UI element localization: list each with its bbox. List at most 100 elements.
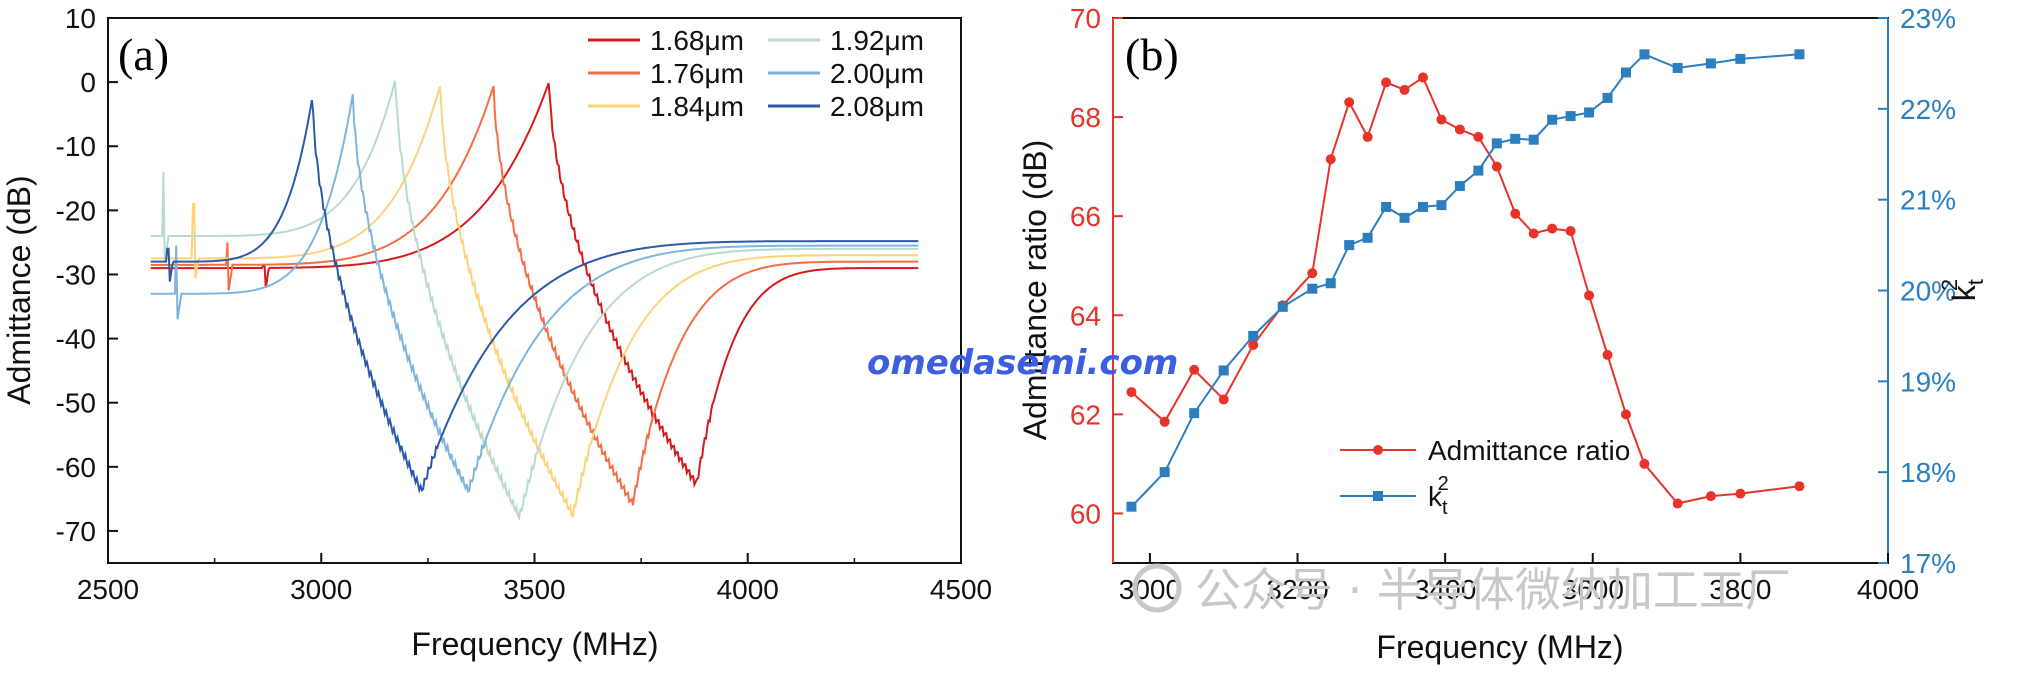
b-point-1-10 — [1381, 201, 1392, 212]
b-y2tick-label: 17% — [1900, 548, 1956, 579]
y2label-sub: t — [1963, 279, 1988, 285]
b-xtick-label: 3400 — [1414, 574, 1476, 605]
b-point-0-19 — [1547, 223, 1558, 234]
b-point-0-4 — [1248, 340, 1259, 350]
a-series-line-1 — [150, 85, 919, 506]
b-point-0-11 — [1399, 84, 1410, 95]
b-point-0-20 — [1565, 226, 1576, 237]
b-point-0-27 — [1735, 488, 1746, 499]
a-xtick-label: 4000 — [717, 574, 779, 605]
a-series-line-4 — [150, 94, 919, 494]
a-legend-label-2: 1.84μm — [650, 91, 744, 122]
b-point-1-6 — [1307, 283, 1318, 294]
b-point-1-22 — [1602, 92, 1613, 103]
panel-b-frame — [1112, 17, 1889, 564]
b-point-0-15 — [1473, 131, 1484, 142]
a-xtick-label: 3500 — [503, 574, 565, 605]
b-point-1-17 — [1510, 133, 1521, 144]
a-ytick-label: 10 — [65, 3, 96, 34]
b-y2tick-label: 21% — [1900, 185, 1956, 216]
panel-a: 2500 3000 3500 4000 4500 10 0 -10 -20 -30 -40 -50 -6… — [1, 3, 992, 662]
b-point-0-0 — [1126, 387, 1137, 398]
b-point-0-16 — [1491, 161, 1502, 172]
b-point-0-24 — [1639, 458, 1650, 469]
b-legend-marker-1 — [1373, 491, 1383, 501]
b-point-0-22 — [1602, 349, 1613, 360]
b-point-1-11 — [1399, 212, 1410, 223]
panel-b-xlabel: Frequency (MHz) — [1376, 629, 1623, 665]
b-point-0-17 — [1510, 208, 1521, 219]
a-legend-label-1: 1.76μm — [650, 58, 744, 89]
a-legend-label-3: 1.92μm — [830, 25, 924, 56]
a-ytick-label: -10 — [56, 131, 96, 162]
b-point-1-15 — [1473, 165, 1484, 176]
panel-b-y2label: kt2 — [1937, 279, 1988, 301]
b-xtick-label: 3600 — [1562, 574, 1624, 605]
wechat-watermark: 公众号 · 半导体微纳加工工厂 — [1132, 563, 1791, 617]
a-ytick-label: -70 — [56, 516, 96, 547]
a-xtick-label: 4500 — [930, 574, 992, 605]
a-ytick-label: -60 — [56, 452, 96, 483]
a-series-line-2 — [150, 86, 919, 518]
a-ytick-label: -30 — [56, 259, 96, 290]
a-ytick-label: -40 — [56, 324, 96, 355]
b-point-0-2 — [1189, 364, 1200, 375]
b-point-1-23 — [1620, 67, 1631, 78]
b-point-0-18 — [1528, 228, 1539, 239]
wechat-icon — [1132, 563, 1182, 613]
panel-a-xlabel: Frequency (MHz) — [411, 626, 658, 662]
b-point-0-1 — [1159, 416, 1170, 427]
b-y2tick-label: 19% — [1900, 366, 1956, 397]
b-point-0-7 — [1325, 154, 1336, 165]
a-series-line-5 — [150, 99, 919, 494]
b-point-0-14 — [1454, 124, 1465, 135]
b-point-1-21 — [1584, 107, 1595, 118]
b-y2tick-label: 20% — [1900, 276, 1956, 307]
y2label-sup: 2 — [1937, 279, 1962, 291]
b-xtick-label: 3200 — [1266, 574, 1328, 605]
b-point-1-20 — [1565, 111, 1576, 122]
b-point-1-5 — [1277, 301, 1288, 312]
b-xtick-label: 3000 — [1119, 574, 1181, 605]
b-y2tick-label: 22% — [1900, 94, 1956, 125]
b-point-0-23 — [1620, 409, 1631, 420]
a-legend-label-0: 1.68μm — [650, 25, 744, 56]
panel-a-ylabel: Admittance (dB) — [1, 175, 37, 404]
panel-a-label: (a) — [118, 29, 169, 80]
site-watermark: omedasemi.com — [867, 343, 1178, 383]
b-point-0-6 — [1307, 268, 1318, 279]
b-point-1-16 — [1491, 138, 1502, 149]
b-point-1-4 — [1248, 330, 1259, 341]
panel-b-ticks: 3000 3200 3400 3600 3800 4000 60 62 64 66 68 70 17% 1… — [1070, 3, 1956, 605]
b-ytick-label: 60 — [1070, 498, 1101, 529]
b-ytick-label: 64 — [1070, 300, 1101, 331]
b-point-1-28 — [1794, 49, 1805, 60]
b-point-0-25 — [1672, 498, 1683, 509]
b-point-1-18 — [1528, 134, 1539, 145]
b-point-1-0 — [1126, 501, 1137, 512]
a-ytick-label: -20 — [56, 195, 96, 226]
a-xtick-label: 2500 — [77, 574, 139, 605]
b-point-1-9 — [1362, 232, 1373, 243]
b-point-1-24 — [1639, 49, 1650, 60]
a-ytick-label: 0 — [80, 67, 96, 98]
a-legend-label-5: 2.08μm — [830, 91, 924, 122]
b-point-0-10 — [1381, 77, 1392, 88]
b-point-0-8 — [1344, 97, 1355, 108]
b-point-0-9 — [1362, 131, 1373, 142]
b-point-0-3 — [1218, 394, 1229, 405]
b-legend-label-0: Admittance ratio — [1428, 435, 1630, 466]
panel-b-series — [1126, 49, 1805, 512]
a-series-line-3 — [150, 80, 919, 522]
b-ytick-label: 70 — [1070, 3, 1101, 34]
a-ytick-label: -50 — [56, 388, 96, 419]
panel-b-ylabel: Admittance ratio (dB) — [1017, 140, 1053, 441]
b-point-0-26 — [1705, 491, 1716, 502]
b-y2tick-label: 23% — [1900, 3, 1956, 34]
b-point-0-13 — [1436, 114, 1447, 125]
b-legend-label-1: kt2 — [1428, 473, 1449, 519]
b-point-1-12 — [1418, 201, 1428, 212]
b-point-1-14 — [1454, 181, 1465, 192]
b-point-1-13 — [1436, 200, 1447, 211]
